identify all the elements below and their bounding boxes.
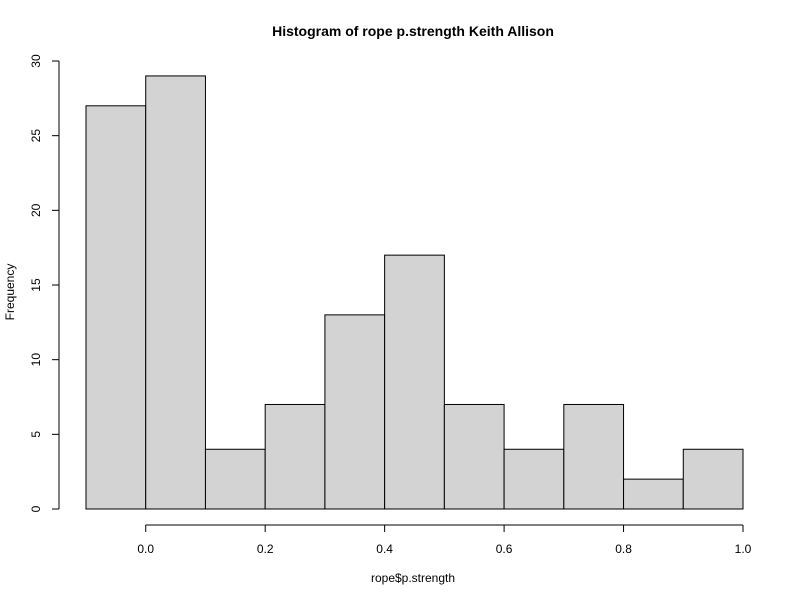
x-tick-label-1: 0.2 (257, 542, 274, 556)
x-axis: 0.0 0.2 0.4 0.6 0.8 1.0 (137, 524, 752, 556)
x-tick-label-4: 0.8 (615, 542, 632, 556)
x-tick-label-0: 0.0 (137, 542, 154, 556)
y-tick-label-1: 5 (29, 431, 43, 438)
histogram-bar-6 (443, 403, 505, 510)
y-tick-label-3: 15 (29, 278, 43, 292)
histogram-bar-3 (264, 403, 326, 510)
histogram-bar-4 (324, 314, 386, 510)
histogram-bar-1 (145, 75, 206, 510)
histogram-bar-0 (85, 105, 147, 510)
y-tick-label-2: 10 (29, 353, 43, 367)
y-tick-label-0: 0 (29, 505, 43, 512)
y-tick-label-6: 30 (29, 54, 43, 68)
y-axis-label: Frequency (3, 264, 17, 321)
x-tick-label-5: 1.0 (735, 542, 752, 556)
y-tick-label-5: 25 (29, 129, 43, 143)
chart-title: Histogram of rope p.strength Keith Allis… (272, 23, 554, 39)
x-tick-label-2: 0.4 (376, 542, 393, 556)
histogram-bar-7 (503, 448, 565, 510)
histogram-bar-8 (563, 403, 625, 510)
x-tick-label-3: 0.6 (496, 542, 513, 556)
y-tick-label-4: 20 (29, 203, 43, 217)
histogram-bar-5 (384, 254, 445, 510)
histogram-bar-9 (623, 478, 684, 510)
histogram-bar-2 (204, 448, 266, 510)
y-axis: 0 5 10 15 20 25 30 (29, 54, 60, 512)
bars-group (85, 75, 744, 510)
histogram-bar-10 (682, 448, 744, 510)
x-axis-label: rope$p.strength (371, 571, 455, 585)
